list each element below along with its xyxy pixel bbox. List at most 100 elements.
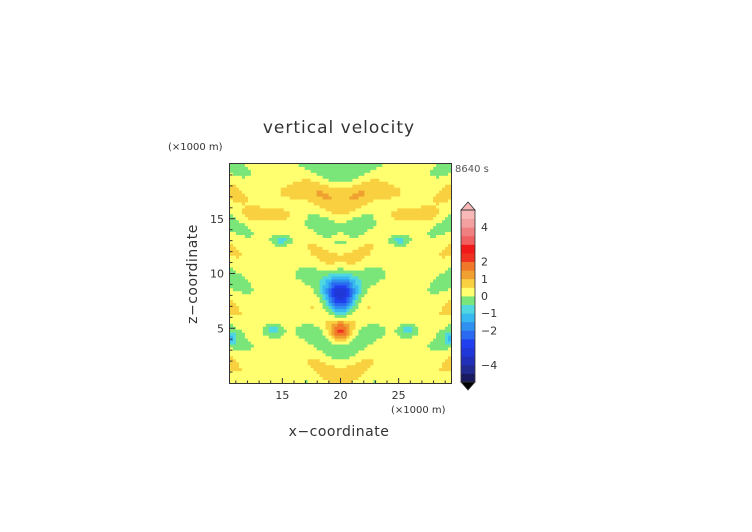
field-cell [421, 214, 425, 218]
field-cell [385, 350, 389, 355]
field-cell [394, 267, 398, 272]
field-cell [277, 344, 282, 349]
field-cell [313, 235, 318, 239]
field-cell [295, 291, 300, 295]
field-cell [379, 208, 383, 212]
field-cell [331, 249, 336, 254]
field-cell [230, 178, 234, 183]
field-cell [418, 220, 422, 224]
field-cell [355, 166, 360, 171]
field-cell [331, 208, 336, 212]
field-cell [343, 356, 348, 360]
field-cell [235, 273, 240, 278]
field-cell [394, 184, 398, 189]
field-cell [241, 243, 246, 248]
field-cell [385, 270, 389, 275]
field-cell [394, 320, 398, 325]
field-cell [394, 347, 398, 352]
field-cell [256, 326, 261, 331]
field-cell [244, 347, 249, 352]
field-cell [259, 300, 264, 304]
field-cell [439, 332, 443, 337]
field-cell [310, 169, 315, 174]
field-cell [412, 294, 416, 298]
field-cell [397, 255, 401, 260]
field-cell [403, 332, 407, 337]
field-cell [280, 335, 285, 340]
field-cell [391, 166, 395, 171]
field-cell [430, 329, 434, 334]
field-cell [436, 264, 440, 269]
field-cell [406, 306, 410, 310]
field-cell [412, 329, 416, 334]
field-cell [415, 291, 419, 295]
field-cell [448, 202, 452, 207]
field-cell [292, 338, 297, 343]
field-cell [262, 294, 267, 298]
field-cell [358, 255, 363, 260]
field-cell [259, 255, 264, 260]
field-cell [448, 193, 452, 198]
field-cell [283, 329, 288, 334]
field-cell [340, 166, 345, 171]
field-cell [256, 196, 261, 201]
field-cell [319, 172, 324, 177]
field-cell [382, 353, 386, 357]
field-cell [418, 338, 422, 343]
field-cell [262, 243, 267, 248]
field-cell [358, 211, 363, 215]
field-cell [271, 338, 276, 343]
field-cell [403, 205, 407, 209]
field-cell [376, 211, 380, 215]
field-cell [328, 232, 333, 236]
field-cell [307, 270, 312, 275]
field-cell [274, 205, 279, 209]
field-cell [391, 202, 395, 207]
field-cell [328, 341, 333, 346]
field-cell [424, 199, 428, 204]
field-cell [403, 246, 407, 251]
field-cell [388, 181, 392, 186]
field-cell [295, 214, 300, 218]
field-cell [283, 187, 288, 192]
field-cell [364, 235, 368, 239]
field-cell [391, 347, 395, 352]
field-cell [382, 276, 386, 281]
field-cell [304, 270, 309, 275]
field-cell [436, 202, 440, 207]
field-cell [331, 317, 336, 322]
field-cell [424, 273, 428, 278]
field-cell [427, 190, 431, 195]
field-cell [430, 338, 434, 343]
field-cell [244, 220, 249, 224]
field-cell [295, 178, 300, 183]
field-cell [367, 261, 371, 266]
field-cell [364, 350, 368, 355]
field-cell [346, 187, 351, 192]
field-cell [379, 282, 383, 286]
field-cell [424, 166, 428, 171]
field-cell [253, 309, 258, 313]
field-cell [250, 347, 255, 352]
field-cell [430, 353, 434, 357]
field-cell [364, 237, 368, 242]
field-cell [274, 344, 279, 349]
field-cell [352, 291, 357, 295]
field-cell [349, 199, 354, 204]
field-cell [319, 350, 324, 355]
field-cell [409, 190, 413, 195]
field-cell [361, 246, 365, 251]
field-cell [310, 294, 315, 298]
field-cell [316, 282, 321, 286]
field-cell [406, 217, 410, 221]
field-cell [274, 164, 279, 168]
field-cell [421, 332, 425, 337]
field-cell [328, 347, 333, 352]
field-cell [274, 309, 279, 313]
field-cell [337, 175, 342, 180]
field-cell [403, 232, 407, 236]
field-cell [346, 264, 351, 269]
field-cell [244, 267, 249, 272]
field-cell [421, 347, 425, 352]
field-cell [238, 232, 243, 236]
